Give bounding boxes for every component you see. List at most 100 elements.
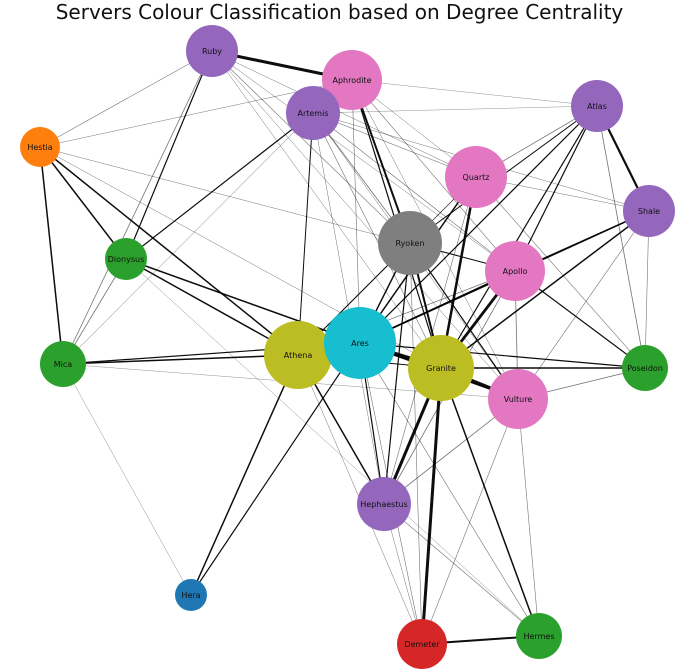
edge-ruby-dionysus <box>125 50 213 260</box>
node-label-poseidon: Poseidon <box>627 364 663 373</box>
node-dionysus: Dionysus <box>105 238 147 280</box>
node-circle-ryoken <box>378 211 442 275</box>
node-hermes: Hermes <box>516 613 562 659</box>
node-circle-hera <box>175 579 207 611</box>
node-hera: Hera <box>175 579 207 611</box>
node-quartz: Quartz <box>445 146 507 208</box>
edge-artemis-granite <box>312 112 442 369</box>
node-granite: Granite <box>408 335 474 401</box>
edge-athena-hera <box>190 354 299 596</box>
edge-ares-poseidon <box>359 342 646 369</box>
node-label-hermes: Hermes <box>524 632 555 641</box>
node-ryoken: Ryoken <box>378 211 442 275</box>
edge-shale-granite <box>440 210 650 369</box>
node-circle-shale <box>623 185 675 237</box>
node-circle-demeter <box>397 619 447 669</box>
edge-ares-hera <box>190 342 361 596</box>
node-label-dionysus: Dionysus <box>108 255 145 264</box>
node-label-aphrodite: Aphrodite <box>333 76 372 85</box>
node-shale: Shale <box>623 185 675 237</box>
edge-atlas-ares <box>359 105 598 344</box>
edge-artemis-dionysus <box>125 112 314 260</box>
node-hestia: Hestia <box>20 127 60 167</box>
edge-ruby-vulture <box>211 50 519 400</box>
edge-atlas-poseidon <box>596 105 646 369</box>
node-label-ruby: Ruby <box>202 47 222 56</box>
edge-vulture-demeter <box>421 398 519 645</box>
edge-ruby-quartz <box>211 50 477 178</box>
node-ares: Ares <box>324 307 396 379</box>
node-circle-poseidon <box>622 345 668 391</box>
node-label-granite: Granite <box>426 364 456 373</box>
edge-mica-athena <box>62 354 299 365</box>
node-atlas: Atlas <box>571 80 623 132</box>
edge-dionysus-ares <box>125 258 361 344</box>
edge-granite-demeter <box>420 367 443 645</box>
edge-ruby-hestia <box>39 50 213 148</box>
edge-ruby-mica <box>62 50 213 365</box>
edge-shale-poseidon <box>644 210 650 369</box>
node-aphrodite: Aphrodite <box>322 50 382 110</box>
edge-ares-hermes <box>359 342 540 637</box>
node-ruby: Ruby <box>186 25 238 77</box>
node-label-ares: Ares <box>351 339 369 348</box>
node-circle-granite <box>408 335 474 401</box>
edge-vulture-hermes <box>517 398 540 637</box>
node-circle-hestia <box>20 127 60 167</box>
node-label-hephaestus: Hephaestus <box>360 500 407 509</box>
node-hephaestus: Hephaestus <box>357 477 411 531</box>
node-circle-atlas <box>571 80 623 132</box>
node-circle-ares <box>324 307 396 379</box>
node-circle-vulture <box>488 369 548 429</box>
node-circle-hephaestus <box>357 477 411 531</box>
node-circle-apollo <box>485 241 545 301</box>
edge-atlas-apollo <box>514 105 598 272</box>
edge-hestia-mica <box>39 146 64 365</box>
node-circle-hermes <box>516 613 562 659</box>
node-label-atlas: Atlas <box>587 102 607 111</box>
node-circle-artemis <box>286 86 340 140</box>
node-circle-aphrodite <box>322 50 382 110</box>
node-poseidon: Poseidon <box>622 345 668 391</box>
node-circle-dionysus <box>105 238 147 280</box>
edge-artemis-hephaestus <box>312 112 385 505</box>
edge-dionysus-hermes <box>125 258 540 637</box>
edge-artemis-apollo <box>312 112 516 272</box>
node-label-artemis: Artemis <box>297 109 328 118</box>
figure-title: Servers Colour Classification based on D… <box>55 0 624 24</box>
node-label-apollo: Apollo <box>503 267 528 276</box>
node-circle-mica <box>40 341 86 387</box>
edge-ryoken-demeter <box>409 242 423 645</box>
edge-hestia-athena <box>39 146 299 356</box>
node-circle-quartz <box>445 146 507 208</box>
node-label-hera: Hera <box>181 591 200 600</box>
edge-hephaestus-hermes <box>383 503 540 637</box>
node-vulture: Vulture <box>488 369 548 429</box>
edge-artemis-athena <box>297 112 314 356</box>
edge-mica-hera <box>62 363 192 596</box>
node-label-quartz: Quartz <box>463 173 490 182</box>
edge-aphrodite-ares <box>351 79 361 344</box>
node-label-athena: Athena <box>284 351 313 360</box>
node-artemis: Artemis <box>286 86 340 140</box>
edge-atlas-artemis <box>312 105 598 114</box>
node-label-shale: Shale <box>638 207 660 216</box>
node-label-hestia: Hestia <box>27 143 52 152</box>
node-athena: Athena <box>264 321 332 389</box>
node-circle-ruby <box>186 25 238 77</box>
edge-aphrodite-apollo <box>351 79 516 272</box>
node-circle-athena <box>264 321 332 389</box>
node-label-ryoken: Ryoken <box>395 239 424 248</box>
edge-granite-hermes <box>440 367 540 637</box>
node-apollo: Apollo <box>485 241 545 301</box>
node-mica: Mica <box>40 341 86 387</box>
node-demeter: Demeter <box>397 619 447 669</box>
edge-quartz-poseidon <box>475 176 646 369</box>
edge-artemis-mica <box>62 112 314 365</box>
node-label-mica: Mica <box>54 360 73 369</box>
edge-aphrodite-atlas <box>351 79 598 107</box>
node-layer: Ruby Aphrodite Artemis Atlas Hestia Quartz Sha… <box>20 25 675 669</box>
edge-hestia-dionysus <box>39 146 127 260</box>
